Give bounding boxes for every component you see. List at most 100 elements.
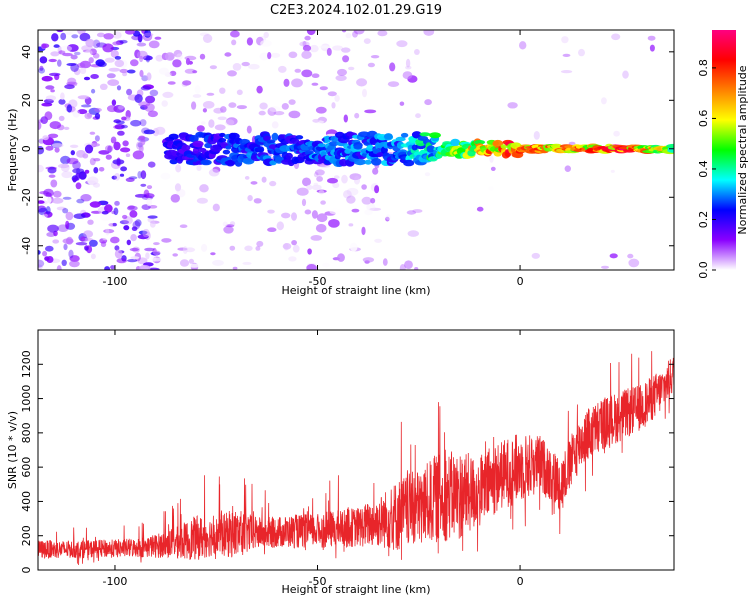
spectrogram-cell [533,131,540,140]
spectrogram-cell [228,102,237,108]
spectrogram-cell [241,61,250,67]
spectrogram-cell [255,246,261,251]
spectrogram-ridge-cell [384,133,393,140]
spectrogram-cell [223,225,234,234]
spectrogram-panel: -100 -50 0 -40 -20 0 20 40 Height of straight … [6,29,675,297]
spectrogram-cell [232,63,242,71]
spectrogram-cell [119,68,129,74]
spectrogram-ridge-cell [474,140,486,145]
spectrogram-cell [229,221,236,227]
spectrogram-cell [100,212,112,221]
spectrogram-cell [361,196,372,205]
spectrogram-cell [87,112,92,118]
spectrogram-cell [210,252,216,256]
spectrogram-cell [101,210,109,215]
spectrogram-cell [144,103,155,112]
spectrogram-cell [353,30,365,35]
spectrogram-cell [111,210,116,215]
spectrogram-cell [142,228,150,238]
spectrogram-cell [113,119,121,124]
spectrogram-cell [232,266,238,270]
spectrogram-cell [302,177,311,187]
spectrogram-cell [622,70,629,79]
spectrogram-cell [146,185,153,190]
spectrogram-cell [414,49,420,55]
spectrogram-cell [273,111,285,116]
spectrogram-ridge-cell [168,133,179,140]
spectrogram-cell [127,259,138,263]
spectrogram-ridge-cell [315,145,328,152]
spectrogram-cell [315,106,327,114]
y-tick-label: 0 [20,567,33,574]
spectrogram-cell [147,110,158,118]
spectrogram-cell [250,181,258,185]
spectrogram-cell [319,45,331,49]
spectrogram-cell [366,203,376,211]
spectrogram-cell [291,212,297,221]
spectrogram-cell [423,30,435,36]
spectrogram-cell [65,211,74,221]
y-tick-label: 600 [20,457,33,478]
spectrogram-cell [71,34,79,39]
spectrogram-cell [84,245,89,251]
spectrogram-cell [72,160,81,170]
spectrogram-cell [66,157,79,165]
spectrogram-cell [578,48,585,57]
spectrogram-cell [147,161,156,168]
spectrogram-cell [122,140,129,147]
spectrogram-cell [155,54,164,62]
spectrogram-cell [130,59,139,67]
spectrogram-cell [39,65,44,71]
spectrogram-cell [288,256,297,262]
spectrogram-cell [70,54,78,60]
spectrogram-cell [332,45,344,51]
spectrogram-cell [69,144,79,148]
spectrogram-cell [564,165,571,172]
spectrogram-cell [199,184,209,193]
colorbar-ticks: 0.0 0.2 0.4 0.6 0.8 [697,59,716,279]
spectrogram-cell [61,171,73,179]
spectrogram-cell [112,41,121,46]
spectrogram-cell [328,219,340,228]
spectrogram-cell [62,208,69,214]
spectrogram-cell [405,58,411,68]
spectrogram-cell [208,119,215,128]
spectrogram-ridge-cell [269,160,277,166]
spectrogram-cell [561,36,569,44]
spectrogram-ridge-cell [192,140,204,148]
spectrogram-cell [354,112,360,119]
spectrogram-cell [196,125,205,132]
spectrogram-cell [151,257,162,262]
spectrogram-ridge-cell [225,145,232,150]
spectrogram-cell [137,171,142,179]
spectrogram-cell [58,50,66,55]
figure-title: C2E3.2024.102.01.29.G19 [270,3,442,18]
spectrogram-cell [362,257,375,263]
spectrogram-cell [322,262,330,268]
snr-y-label: SNR (10 * v/v) [6,411,19,489]
spectrogram-cell [38,264,43,270]
spectrogram-cell [256,85,263,94]
spectrogram-cell [312,118,320,123]
spectrogram-cell [48,72,61,77]
spectrogram-cell [402,71,413,80]
spectrogram-cell [140,183,147,187]
spectrogram-cell [185,57,191,66]
spectrogram-cell [182,80,192,86]
spectrogram-cell [246,37,253,46]
y-tick-label: -20 [20,188,33,206]
spectrogram-cell [54,147,60,153]
spectrogram-ridge-cell [396,141,405,149]
spectrogram-cell [120,166,127,172]
spectrogram-cell [77,95,90,100]
spectrogram-cell [294,68,302,73]
spectrogram-ridge-cell [364,159,372,165]
spectrogram-cell [258,110,266,116]
spectrogram-cell [261,176,267,183]
spectrogram-cell [120,124,128,129]
spectrogram-cell [405,65,412,70]
spectrogram-cell [151,255,157,263]
spectrogram-cell [568,141,576,145]
spectrogram-ridge-cell [189,135,199,143]
spectrogram-cell [202,108,207,113]
